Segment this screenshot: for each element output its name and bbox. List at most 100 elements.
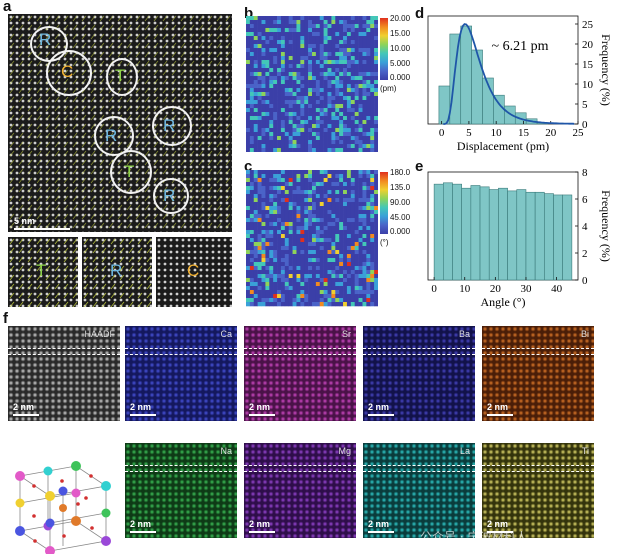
map-pixel: [315, 266, 321, 271]
map-pixel: [370, 44, 375, 49]
map-pixel: [319, 238, 324, 243]
map-pixel: [350, 136, 355, 141]
map-pixel: [277, 140, 282, 145]
map-pixel: [304, 294, 309, 299]
map-pixel: [339, 226, 344, 231]
map-pixel: [253, 44, 258, 49]
map-pixel: [312, 96, 317, 101]
map-pixel: [366, 258, 371, 263]
map-pixel: [296, 238, 301, 243]
map-pixel: [346, 104, 352, 109]
map-pixel: [296, 298, 301, 303]
map-pixel: [350, 194, 355, 199]
map-pixel: [370, 16, 375, 21]
map-pixel: [370, 52, 375, 57]
interface-line: [244, 354, 356, 355]
map-pixel: [343, 206, 348, 211]
map-pixel: [257, 52, 262, 57]
map-pixel: [308, 52, 313, 57]
map-pixel: [284, 56, 289, 61]
map-pixel: [269, 262, 274, 267]
map-pixel: [366, 214, 371, 219]
map-pixel: [327, 32, 332, 37]
x-tick-label: 10: [459, 283, 471, 295]
map-pixel: [370, 72, 375, 77]
map-pixel: [343, 104, 348, 109]
map-pixel: [277, 60, 282, 65]
map-pixel: [284, 266, 289, 271]
map-pixel: [249, 124, 255, 129]
map-pixel: [374, 148, 378, 152]
map-pixel: [257, 282, 262, 287]
map-pixel: [277, 84, 282, 89]
map-pixel: [350, 52, 355, 57]
map-pixel: [304, 36, 309, 41]
map-pixel: [296, 112, 301, 117]
region-label-r3: R: [163, 116, 176, 135]
map-pixel: [261, 92, 266, 97]
map-pixel: [370, 282, 375, 287]
map-pixel: [319, 258, 324, 263]
map-pixel: [249, 128, 255, 133]
map-pixel: [319, 254, 324, 259]
map-pixel: [354, 128, 359, 133]
map-pixel: [288, 202, 293, 207]
map-pixel: [280, 56, 286, 61]
map-pixel: [265, 124, 270, 129]
map-pixel: [284, 36, 289, 41]
map-pixel: [246, 254, 251, 259]
map-pixel: [335, 124, 340, 129]
map-pixel: [249, 286, 255, 291]
map-pixel: [374, 48, 378, 53]
map-pixel: [327, 174, 332, 179]
map-pixel: [350, 68, 355, 73]
map-pixel: [339, 210, 344, 215]
map-pixel: [292, 32, 297, 37]
map-pixel: [304, 202, 309, 207]
map-pixel: [315, 294, 321, 299]
scalebar-f-label: 2 nm: [368, 519, 390, 529]
y-axis-title: Frequency (%): [599, 34, 613, 106]
map-pixel: [296, 80, 301, 85]
map-pixel: [269, 52, 274, 57]
map-pixel: [358, 198, 363, 203]
map-pixel: [292, 64, 297, 69]
map-pixel: [308, 218, 313, 223]
map-pixel: [280, 302, 286, 307]
interface-line: [363, 354, 475, 355]
map-pixel: [280, 16, 286, 21]
map-pixel: [370, 76, 375, 81]
map-pixel: [253, 282, 258, 287]
bar: [534, 191, 545, 281]
map-pixel: [358, 72, 363, 77]
map-pixel: [346, 28, 352, 33]
map-pixel: [253, 254, 258, 259]
map-pixel: [354, 104, 359, 109]
map-pixel: [292, 24, 297, 29]
map-pixel: [277, 80, 282, 85]
map-pixel: [315, 198, 321, 203]
map-pixel: [370, 112, 375, 117]
map-pixel: [362, 56, 367, 61]
map-pixel: [296, 88, 301, 93]
map-pixel: [323, 108, 328, 113]
map-pixel: [269, 294, 274, 299]
map-pixel: [280, 32, 286, 37]
map-pixel: [280, 238, 286, 243]
map-pixel: [246, 84, 251, 89]
region-label-r4: R: [163, 186, 176, 205]
map-pixel: [265, 214, 270, 219]
map-pixel: [370, 100, 375, 105]
map-pixel: [308, 234, 313, 239]
map-pixel: [273, 80, 278, 85]
map-pixel: [315, 20, 321, 25]
map-pixel: [253, 124, 258, 129]
map-pixel: [315, 178, 321, 183]
map-pixel: [343, 16, 348, 21]
map-pixel: [288, 270, 293, 275]
bar: [443, 182, 453, 281]
map-pixel: [253, 258, 258, 263]
map-pixel: [308, 80, 313, 85]
map-pixel: [366, 262, 371, 267]
map-pixel: [277, 182, 282, 187]
